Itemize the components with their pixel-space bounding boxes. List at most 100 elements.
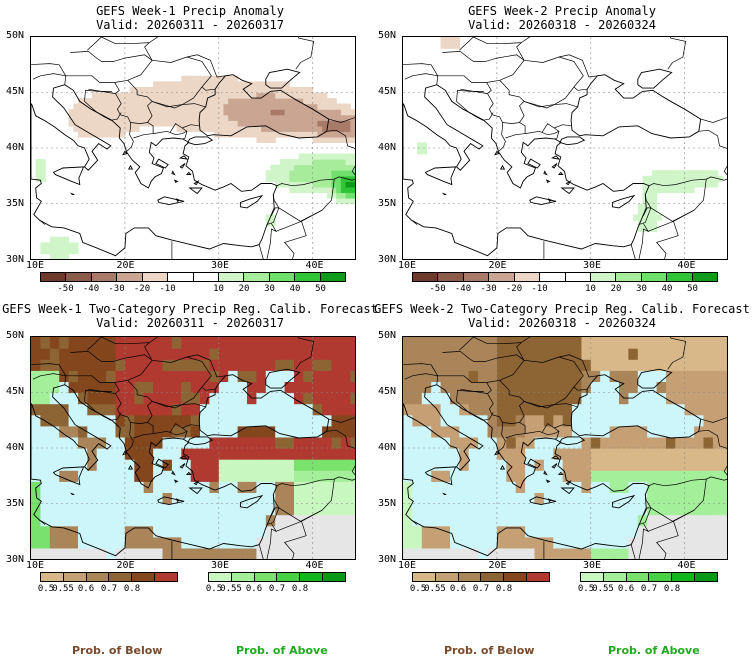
anomaly-cell (195, 109, 201, 116)
probability-cell (600, 414, 611, 427)
anomaly-cell (294, 98, 300, 105)
probability-cell (515, 536, 526, 549)
probability-cell (115, 459, 126, 471)
anomaly-cell (237, 120, 243, 127)
anomaly-cell (350, 131, 355, 138)
anomaly-cell (139, 87, 145, 94)
probability-cell (619, 425, 629, 438)
anomaly-cell (261, 103, 267, 110)
anomaly-cell (209, 75, 215, 82)
probability-cell (322, 514, 333, 527)
probability-cell (403, 425, 413, 438)
probability-cell (134, 514, 145, 527)
anomaly-cell (87, 98, 93, 105)
anomaly-cell (59, 247, 65, 255)
colorbar-tick: 50 (687, 284, 698, 294)
probability-cell (619, 514, 629, 527)
probability-cell (209, 337, 220, 349)
probability-cell (40, 359, 51, 371)
probability-cell (600, 359, 611, 371)
probability-cell (590, 337, 601, 349)
probability-cell (600, 381, 611, 394)
probability-cell (322, 370, 333, 382)
probability-cell (49, 525, 60, 538)
probability-cell (303, 370, 314, 382)
anomaly-cell (265, 92, 272, 99)
probability-cell (459, 525, 470, 538)
anomaly-cell (237, 87, 243, 94)
island-coast (175, 198, 181, 202)
anomaly-cell (162, 120, 168, 127)
probability-cell (322, 425, 333, 438)
probability-cell (228, 525, 239, 538)
anomaly-cell (204, 81, 210, 88)
probability-cell (553, 547, 564, 559)
probability-cell (487, 436, 498, 449)
probability-cell (468, 337, 479, 349)
probability-cell (656, 381, 667, 394)
probability-cell (421, 459, 432, 471)
probability-cell (209, 359, 220, 371)
anomaly-cell (642, 203, 648, 210)
probability-cell (431, 359, 442, 371)
anomaly-cell (134, 103, 140, 110)
anomaly-cell (124, 125, 131, 132)
anomaly-cell (656, 170, 662, 177)
anomaly-cell (186, 75, 192, 82)
probability-cell (572, 459, 582, 471)
probability-cell (712, 503, 723, 516)
anomaly-cell (200, 125, 206, 132)
anomaly-cell (190, 92, 196, 99)
probability-cell (403, 359, 413, 371)
anomaly-cell (289, 87, 295, 94)
probability-cell (600, 514, 611, 527)
probability-cell (294, 403, 304, 416)
probability-cell (275, 547, 286, 559)
anomaly-cell (647, 186, 653, 193)
country-border (403, 363, 439, 380)
island-coast (188, 487, 203, 495)
country-border (351, 165, 355, 176)
probability-cell (487, 448, 498, 460)
probability-cell (534, 381, 545, 394)
anomaly-cell (350, 181, 355, 188)
probability-cell (459, 414, 470, 427)
lon-tick-label: 20E (116, 260, 135, 271)
probability-cell (590, 392, 601, 405)
probability-cell (637, 459, 648, 471)
anomaly-cell (73, 247, 79, 255)
probability-cell (628, 470, 639, 482)
probability-cell (350, 436, 355, 449)
probability-cell (265, 459, 276, 471)
probability-cell (124, 536, 135, 549)
probability-cell (256, 403, 267, 416)
anomaly-cell (345, 197, 351, 205)
probability-cell (572, 547, 582, 559)
probability-cell (294, 536, 304, 549)
anomaly-cell (209, 81, 215, 88)
anomaly-cell (345, 181, 351, 188)
anomaly-cell (336, 159, 342, 166)
anomaly-cell (289, 131, 295, 138)
probability-cell (265, 514, 276, 527)
probability-cell (134, 370, 145, 382)
probability-cell (87, 470, 98, 482)
probability-cell (190, 381, 201, 394)
country-border (554, 131, 560, 140)
probability-cell (331, 425, 342, 438)
anomaly-cell (647, 175, 653, 182)
probability-cell (200, 448, 210, 460)
probability-cell (143, 525, 154, 538)
probability-cell (628, 359, 639, 371)
anomaly-cell (186, 81, 192, 88)
probability-cell (412, 370, 423, 382)
probability-cell (284, 459, 295, 471)
probability-cell (450, 381, 460, 394)
probability-cell (722, 348, 727, 360)
anomaly-cell (35, 170, 41, 177)
anomaly-cell (232, 103, 239, 110)
anomaly-cell (96, 120, 102, 127)
island-coast (175, 498, 181, 502)
probability-cell (684, 547, 695, 559)
probability-cell (294, 503, 304, 516)
